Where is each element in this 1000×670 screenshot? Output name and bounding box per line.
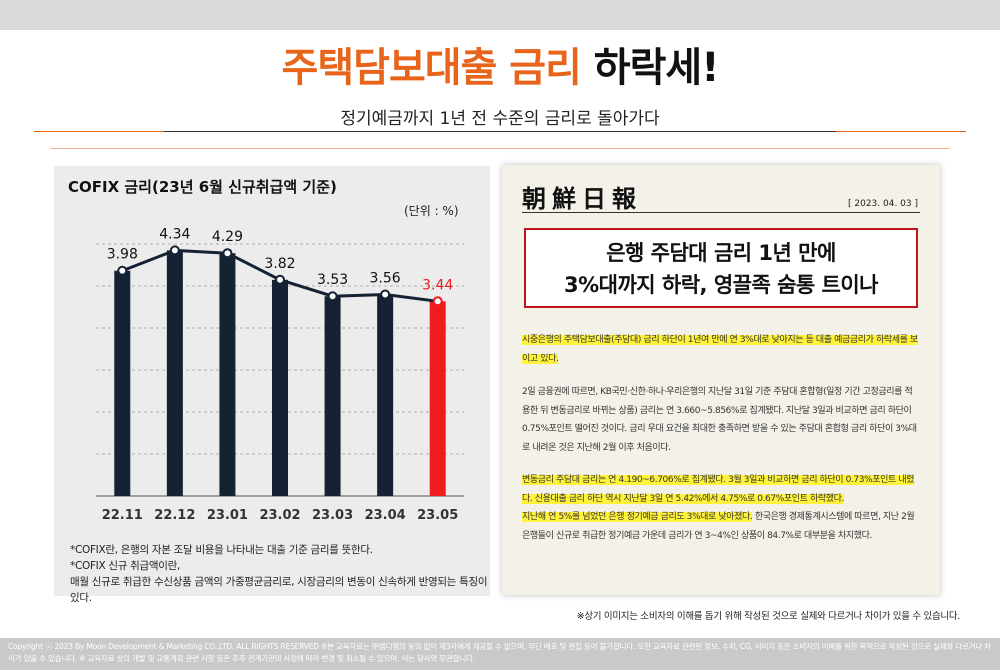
- data-point: [169, 245, 180, 256]
- chart-note: *COFIX 신규 취급액이란,: [70, 560, 181, 572]
- article-text: 한국은행 경제통계시스템에 따르면, 지난 2월 은행들이 신규로 취급한 정기…: [522, 512, 915, 541]
- cofix-chart: 3.98 4.34 4.29 3.82 3.53 3.56 3.44 22.11 22.12 23…: [96, 226, 464, 523]
- divider-left: [34, 131, 164, 132]
- newspaper-clipping: 朝鮮日報 [ 2023. 04. 03 ] 은행 주담대 금리 1년 만에 3%…: [502, 165, 940, 595]
- article-paragraph-2: 2일 금융권에 따르면, KB국민·신한·하나·우리은행의 지난달 31일 기준…: [522, 387, 917, 453]
- divider-under: [50, 148, 950, 149]
- copyright-footer: Copyright ⓒ 2023 By Moon Development & M…: [0, 638, 1000, 670]
- x-tick-label: 23.05: [417, 508, 458, 523]
- article-paragraph-3: 변동금리 주담대 금리는 연 4.190~6.706%로 집계됐다. 3월 3일…: [522, 471, 920, 545]
- page-title: 주택담보대출 금리 하락세!: [0, 40, 1000, 96]
- data-point: [117, 265, 128, 276]
- cofix-chart-panel: 3.98 4.34 4.29 3.82 3.53 3.56 3.44 22.11 22.12 23…: [54, 166, 490, 604]
- chart-bar: [166, 250, 183, 496]
- data-label: 3.44: [422, 277, 453, 293]
- chart-bar: [324, 296, 341, 496]
- data-point: [275, 274, 285, 285]
- x-tick-label: 23.03: [312, 508, 353, 523]
- chart-bar: [272, 279, 288, 496]
- title-rest: 하락세!: [580, 45, 720, 91]
- chart-note: *COFIX란, 은행의 자본 조달 비용을 나타내는 대출 기준 금리를 뜻한…: [70, 544, 373, 556]
- highlighted-text: 시중은행의 주택담보대출(주담대) 금리 하단이 1년여 만에 연 3%대로 낮…: [522, 335, 918, 364]
- top-band: [0, 0, 1000, 30]
- chart-bar: [219, 253, 236, 496]
- data-point: [327, 291, 338, 302]
- x-tick-label: 23.01: [207, 508, 248, 523]
- newspaper-logo: 朝鮮日報: [522, 184, 642, 213]
- data-point: [380, 289, 391, 300]
- data-label: 3.53: [317, 272, 348, 288]
- divider-main: [164, 131, 836, 132]
- data-label: 4.29: [212, 229, 243, 245]
- data-point: [432, 296, 443, 307]
- divider-right: [836, 131, 966, 132]
- newspaper-date: [ 2023. 04. 03 ]: [848, 199, 918, 209]
- data-label: 3.98: [107, 247, 138, 263]
- chart-notes: *COFIX란, 은행의 자본 조달 비용을 나타내는 대출 기준 금리를 뜻한…: [70, 542, 490, 606]
- chart-bar: [114, 270, 131, 496]
- article-paragraph-1: 시중은행의 주택담보대출(주담대) 금리 하단이 1년여 만에 연 3%대로 낮…: [522, 331, 920, 368]
- page-subtitle: 정기예금까지 1년 전 수준의 금리로 돌아가다: [340, 109, 660, 129]
- data-label: 4.34: [159, 226, 190, 242]
- chart-unit: (단위 : %): [404, 204, 459, 218]
- data-point: [222, 248, 233, 259]
- data-label: 3.56: [370, 271, 401, 287]
- title-highlight: 주택담보대출 금리: [281, 45, 582, 91]
- disclaimer: ※상기 이미지는 소비자의 이해를 돕기 위해 작성된 것으로 실제와 다르거나…: [576, 611, 961, 622]
- chart-bar: [377, 294, 394, 496]
- x-tick-label: 22.11: [102, 508, 143, 523]
- highlighted-text: 지난해 연 5%를 넘었던 은행 정기예금 금리도 3%대로 낮아졌다.: [522, 512, 753, 522]
- newspaper-headline: 은행 주담대 금리 1년 만에 3%대까지 하락, 영끌족 숨통 트이나: [524, 228, 918, 308]
- data-label: 3.82: [264, 256, 295, 272]
- newspaper-divider: [522, 212, 920, 213]
- headline-line-2: 3%대까지 하락, 영끌족 숨통 트이나: [563, 273, 879, 297]
- x-tick-label: 22.12: [154, 508, 195, 523]
- x-tick-label: 23.02: [259, 508, 300, 523]
- headline-line-1: 은행 주담대 금리 1년 만에: [606, 241, 836, 265]
- x-tick-label: 23.04: [365, 508, 406, 523]
- highlighted-text: 변동금리 주담대 금리는 연 4.190~6.706%로 집계됐다. 3월 3일…: [522, 475, 915, 504]
- chart-note: 매월 신규로 취급한 수신상품 금액의 가중평균금리로, 시장금리의 변동이 신…: [70, 576, 488, 604]
- chart-title: COFIX 금리(23년 6월 신규취급액 기준): [68, 178, 337, 196]
- chart-bar: [429, 301, 446, 496]
